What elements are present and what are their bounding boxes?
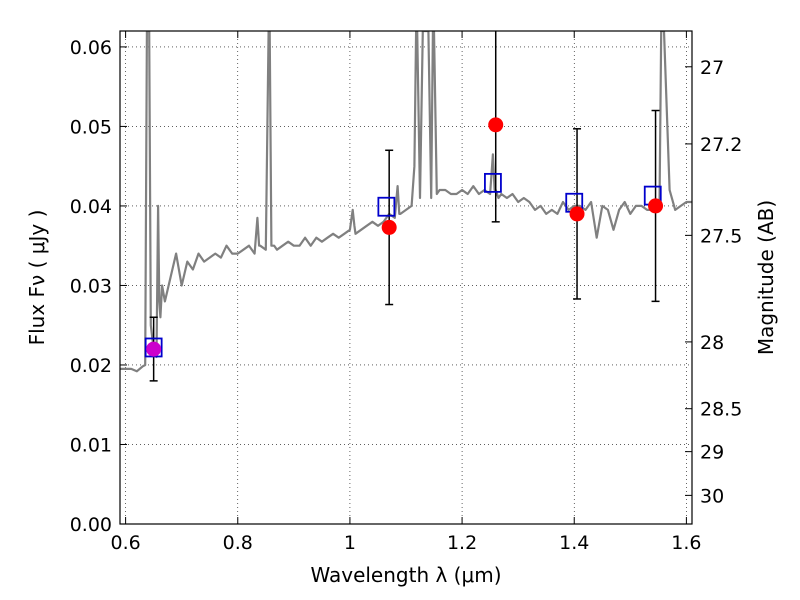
x-axis-title: Wavelength λ (μm): [310, 563, 501, 587]
observed-point: [569, 206, 585, 222]
y-tick-label: 0.03: [70, 275, 112, 297]
right-tick-label: 27.2: [700, 134, 742, 156]
x-tick-label: 1.4: [559, 532, 589, 554]
x-tick-label: 0.6: [110, 532, 140, 554]
right-tick-label: 28: [700, 332, 724, 354]
spectrum-line: [120, 31, 692, 373]
y-tick-label: 0.02: [70, 355, 112, 377]
tick-labels: 0.6 0.8 1 1.2 1.4 1.6 0.00 0.01 0.02 0.03 0.04 0.05…: [70, 37, 743, 554]
y-tick-label: 0.06: [70, 37, 112, 59]
y-tick-label: 0.01: [70, 434, 112, 456]
right-tick-label: 27.5: [700, 225, 742, 247]
observed-points: [146, 117, 664, 357]
x-tick-label: 1.2: [447, 532, 477, 554]
right-tick-label: 29: [700, 442, 724, 464]
model-squares: [144, 172, 662, 358]
observed-point: [488, 117, 504, 133]
observed-point: [381, 219, 397, 235]
y-tick-label: 0.00: [70, 514, 112, 536]
model-square: [377, 196, 396, 217]
spectrum-layer: [120, 31, 692, 373]
y-tick-label: 0.05: [70, 116, 112, 138]
x-tick-label: 0.8: [223, 532, 253, 554]
x-tick-label: 1: [344, 532, 356, 554]
right-tick-label: 27: [700, 57, 724, 79]
tick-marks: [120, 31, 692, 525]
right-tick-label: 30: [700, 485, 724, 507]
x-tick-label: 1.6: [671, 532, 701, 554]
right-axis-title: Magnitude (AB): [754, 200, 778, 355]
plot-frame: [119, 30, 693, 525]
grid-lines: [120, 31, 692, 525]
model-square: [484, 172, 502, 193]
observed-point: [648, 198, 664, 214]
y-tick-label: 0.04: [70, 196, 112, 218]
observed-point: [146, 341, 162, 357]
right-tick-label: 28.5: [700, 399, 742, 421]
y-axis-title: Flux Fν ( μJy ): [25, 210, 49, 346]
